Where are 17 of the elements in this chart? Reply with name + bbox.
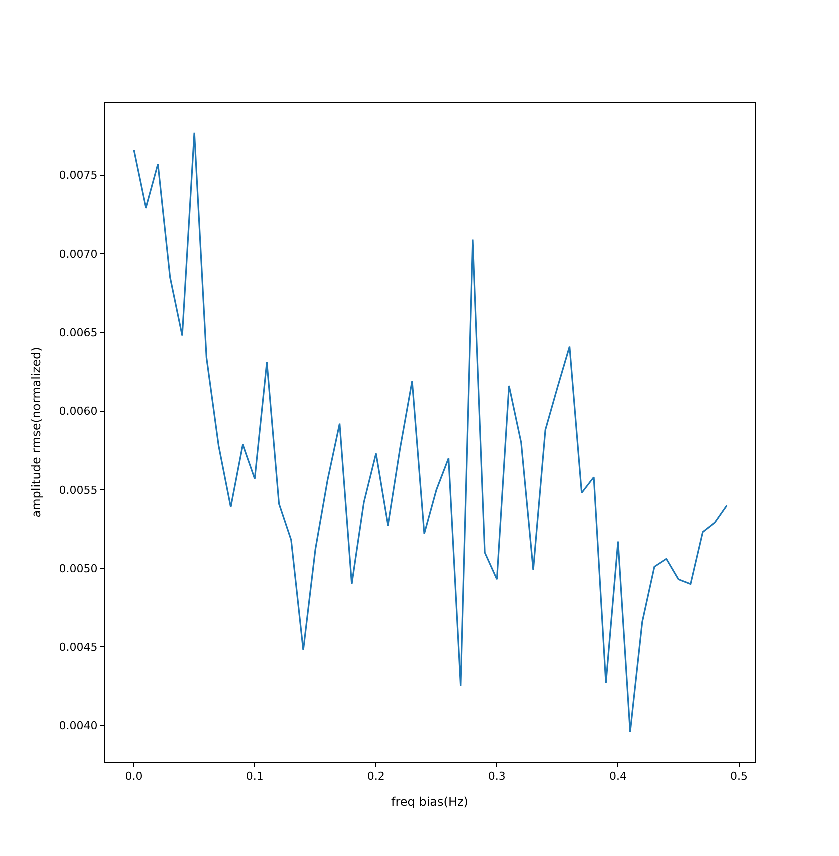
y-tick-label: 0.0040 <box>59 720 98 733</box>
x-tick-label: 0.2 <box>367 770 385 784</box>
x-tick-label: 0.5 <box>730 770 748 784</box>
x-tick-label: 0.1 <box>246 770 264 784</box>
y-tick-label: 0.0065 <box>59 326 98 340</box>
line-series <box>133 132 728 733</box>
x-tick-label: 0.4 <box>609 770 627 784</box>
y-tick-label: 0.0075 <box>59 169 98 182</box>
y-tick-label: 0.0045 <box>59 641 98 654</box>
y-tick-label: 0.0060 <box>59 405 98 418</box>
x-tick-label: 0.0 <box>125 770 143 784</box>
x-axis-title: freq bias(Hz) <box>392 795 468 810</box>
y-tick-label: 0.0055 <box>59 484 98 497</box>
y-tick-label: 0.0070 <box>59 248 98 261</box>
y-tick-label: 0.0050 <box>59 562 98 576</box>
y-axis-title: amplitude rmse(normalized) <box>30 347 44 518</box>
x-tick-label: 0.3 <box>488 770 506 784</box>
